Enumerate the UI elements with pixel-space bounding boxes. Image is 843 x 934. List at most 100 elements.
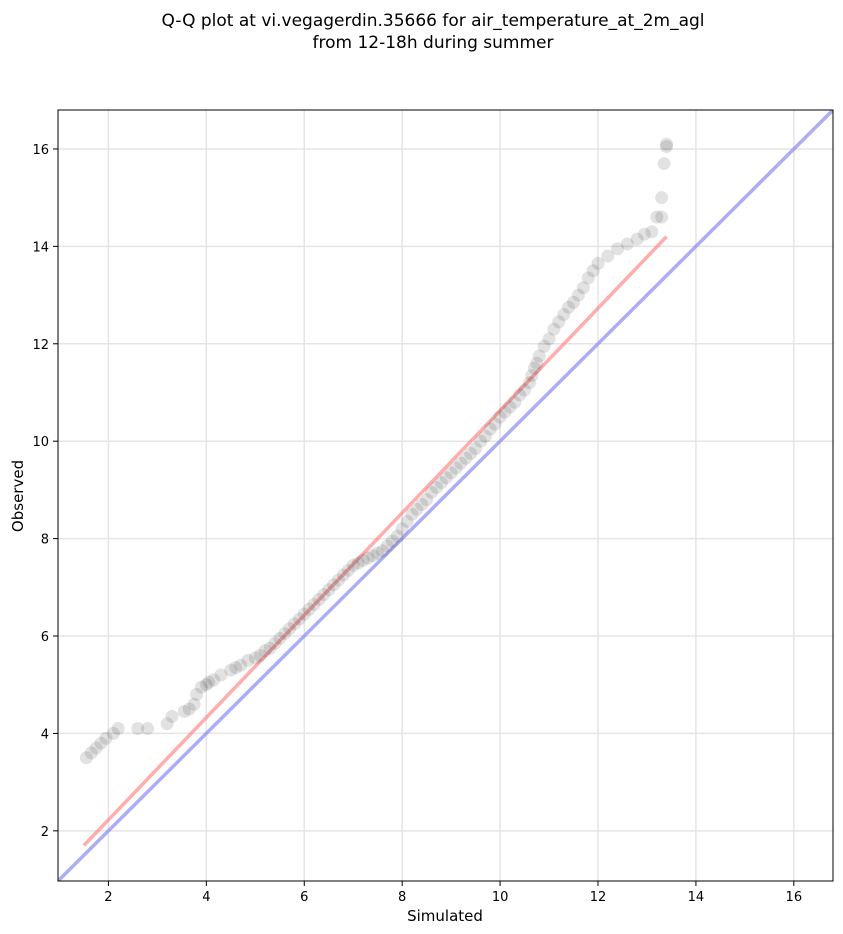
x-tick-label: 12 bbox=[590, 890, 607, 905]
y-tick-label: 2 bbox=[41, 825, 49, 840]
quantile-point bbox=[214, 668, 228, 682]
quantile-point bbox=[645, 225, 659, 239]
quantile-point bbox=[415, 498, 429, 512]
quantile-point bbox=[336, 568, 350, 582]
quantile-point bbox=[141, 722, 155, 736]
x-tick-label: 8 bbox=[398, 890, 406, 905]
x-tick-label: 10 bbox=[492, 890, 509, 905]
quantile-point bbox=[207, 673, 221, 687]
quantile-point bbox=[655, 210, 669, 224]
quantile-point bbox=[429, 480, 443, 494]
quantile-point bbox=[581, 271, 595, 285]
grid bbox=[58, 110, 833, 881]
x-tick-label: 6 bbox=[300, 890, 308, 905]
quantile-point bbox=[513, 388, 527, 402]
quantile-point bbox=[518, 383, 532, 397]
quantile-point bbox=[425, 485, 439, 499]
quantile-point bbox=[199, 678, 213, 692]
quantile-point bbox=[630, 232, 644, 246]
identity-line bbox=[58, 110, 833, 881]
quantile-point bbox=[620, 237, 634, 251]
quantile-point bbox=[292, 612, 306, 626]
x-axis-label: Simulated bbox=[407, 907, 483, 925]
quantile-point bbox=[522, 376, 536, 390]
y-tick-label: 14 bbox=[32, 240, 49, 255]
quantile-point bbox=[478, 429, 492, 443]
quantile-point bbox=[224, 663, 238, 677]
quantile-point bbox=[287, 617, 301, 631]
quantile-point bbox=[527, 361, 541, 375]
quantile-point bbox=[380, 539, 394, 553]
quantile-point bbox=[552, 315, 566, 329]
quantile-point bbox=[601, 249, 615, 263]
quantile-point bbox=[106, 726, 120, 740]
quantile-point bbox=[302, 602, 316, 616]
quantile-point bbox=[464, 446, 478, 460]
quantile-point bbox=[278, 627, 292, 641]
quantile-point bbox=[474, 434, 488, 448]
quantile-point bbox=[99, 731, 113, 745]
quantile-point bbox=[650, 210, 664, 224]
reference-lines bbox=[58, 110, 833, 881]
x-axis-ticks: 2 4 6 8 10 12 14 16 bbox=[104, 881, 802, 905]
quantile-point bbox=[177, 705, 191, 719]
quantile-point bbox=[420, 493, 434, 507]
quantile-point bbox=[258, 644, 272, 658]
y-axis-label: Observed bbox=[9, 460, 27, 532]
quantile-point bbox=[557, 308, 571, 322]
quantile-point bbox=[332, 573, 346, 587]
y-tick-label: 6 bbox=[41, 630, 49, 645]
quantile-point bbox=[283, 622, 297, 636]
quantile-point bbox=[434, 476, 448, 490]
quantile-point bbox=[571, 288, 585, 302]
quantile-point bbox=[576, 281, 590, 295]
y-axis-ticks: 2 4 6 8 10 12 14 16 bbox=[32, 143, 58, 840]
quantile-point bbox=[111, 722, 125, 736]
quantile-point bbox=[84, 746, 98, 760]
quantile-point bbox=[94, 736, 108, 750]
quantile-point bbox=[530, 356, 544, 370]
quantile-point bbox=[444, 466, 458, 480]
quantile-point bbox=[346, 558, 360, 572]
quantile-point bbox=[165, 709, 179, 723]
quantile-point bbox=[449, 461, 463, 475]
quantile-point bbox=[503, 400, 517, 414]
quantile-point bbox=[567, 295, 581, 309]
quantile-point bbox=[547, 322, 561, 336]
y-tick-label: 16 bbox=[32, 143, 49, 158]
x-tick-label: 14 bbox=[688, 890, 705, 905]
quantile-point bbox=[79, 751, 93, 765]
quantile-point bbox=[187, 697, 201, 711]
y-tick-label: 10 bbox=[32, 435, 49, 450]
quantile-point bbox=[611, 242, 625, 256]
y-tick-label: 12 bbox=[32, 338, 49, 353]
quantile-point bbox=[400, 515, 414, 529]
quantile-point bbox=[307, 597, 321, 611]
quantile-point bbox=[542, 332, 556, 346]
quantile-point bbox=[366, 549, 380, 563]
quantile-point bbox=[361, 551, 375, 565]
quantile-point bbox=[483, 422, 497, 436]
quantile-point bbox=[385, 534, 399, 548]
quantile-point bbox=[532, 349, 546, 363]
quantile-point bbox=[493, 410, 507, 424]
quantile-point bbox=[202, 675, 216, 689]
fit-line bbox=[82, 235, 668, 847]
quantile-point bbox=[655, 191, 669, 205]
quantile-point bbox=[253, 648, 267, 662]
quantile-point bbox=[488, 417, 502, 431]
x-tick-label: 4 bbox=[202, 890, 210, 905]
quantile-point bbox=[234, 658, 248, 672]
quantile-point bbox=[190, 687, 204, 701]
quantile-point bbox=[537, 339, 551, 353]
quantile-point bbox=[356, 554, 370, 568]
quantile-point bbox=[89, 741, 103, 755]
quantile-point bbox=[376, 544, 390, 558]
quantile-point bbox=[459, 451, 473, 465]
quantile-point bbox=[562, 300, 576, 314]
x-tick-label: 2 bbox=[104, 890, 112, 905]
quantile-point bbox=[322, 583, 336, 597]
quantile-point bbox=[586, 264, 600, 278]
quantile-point bbox=[273, 631, 287, 645]
quantile-point bbox=[341, 563, 355, 577]
